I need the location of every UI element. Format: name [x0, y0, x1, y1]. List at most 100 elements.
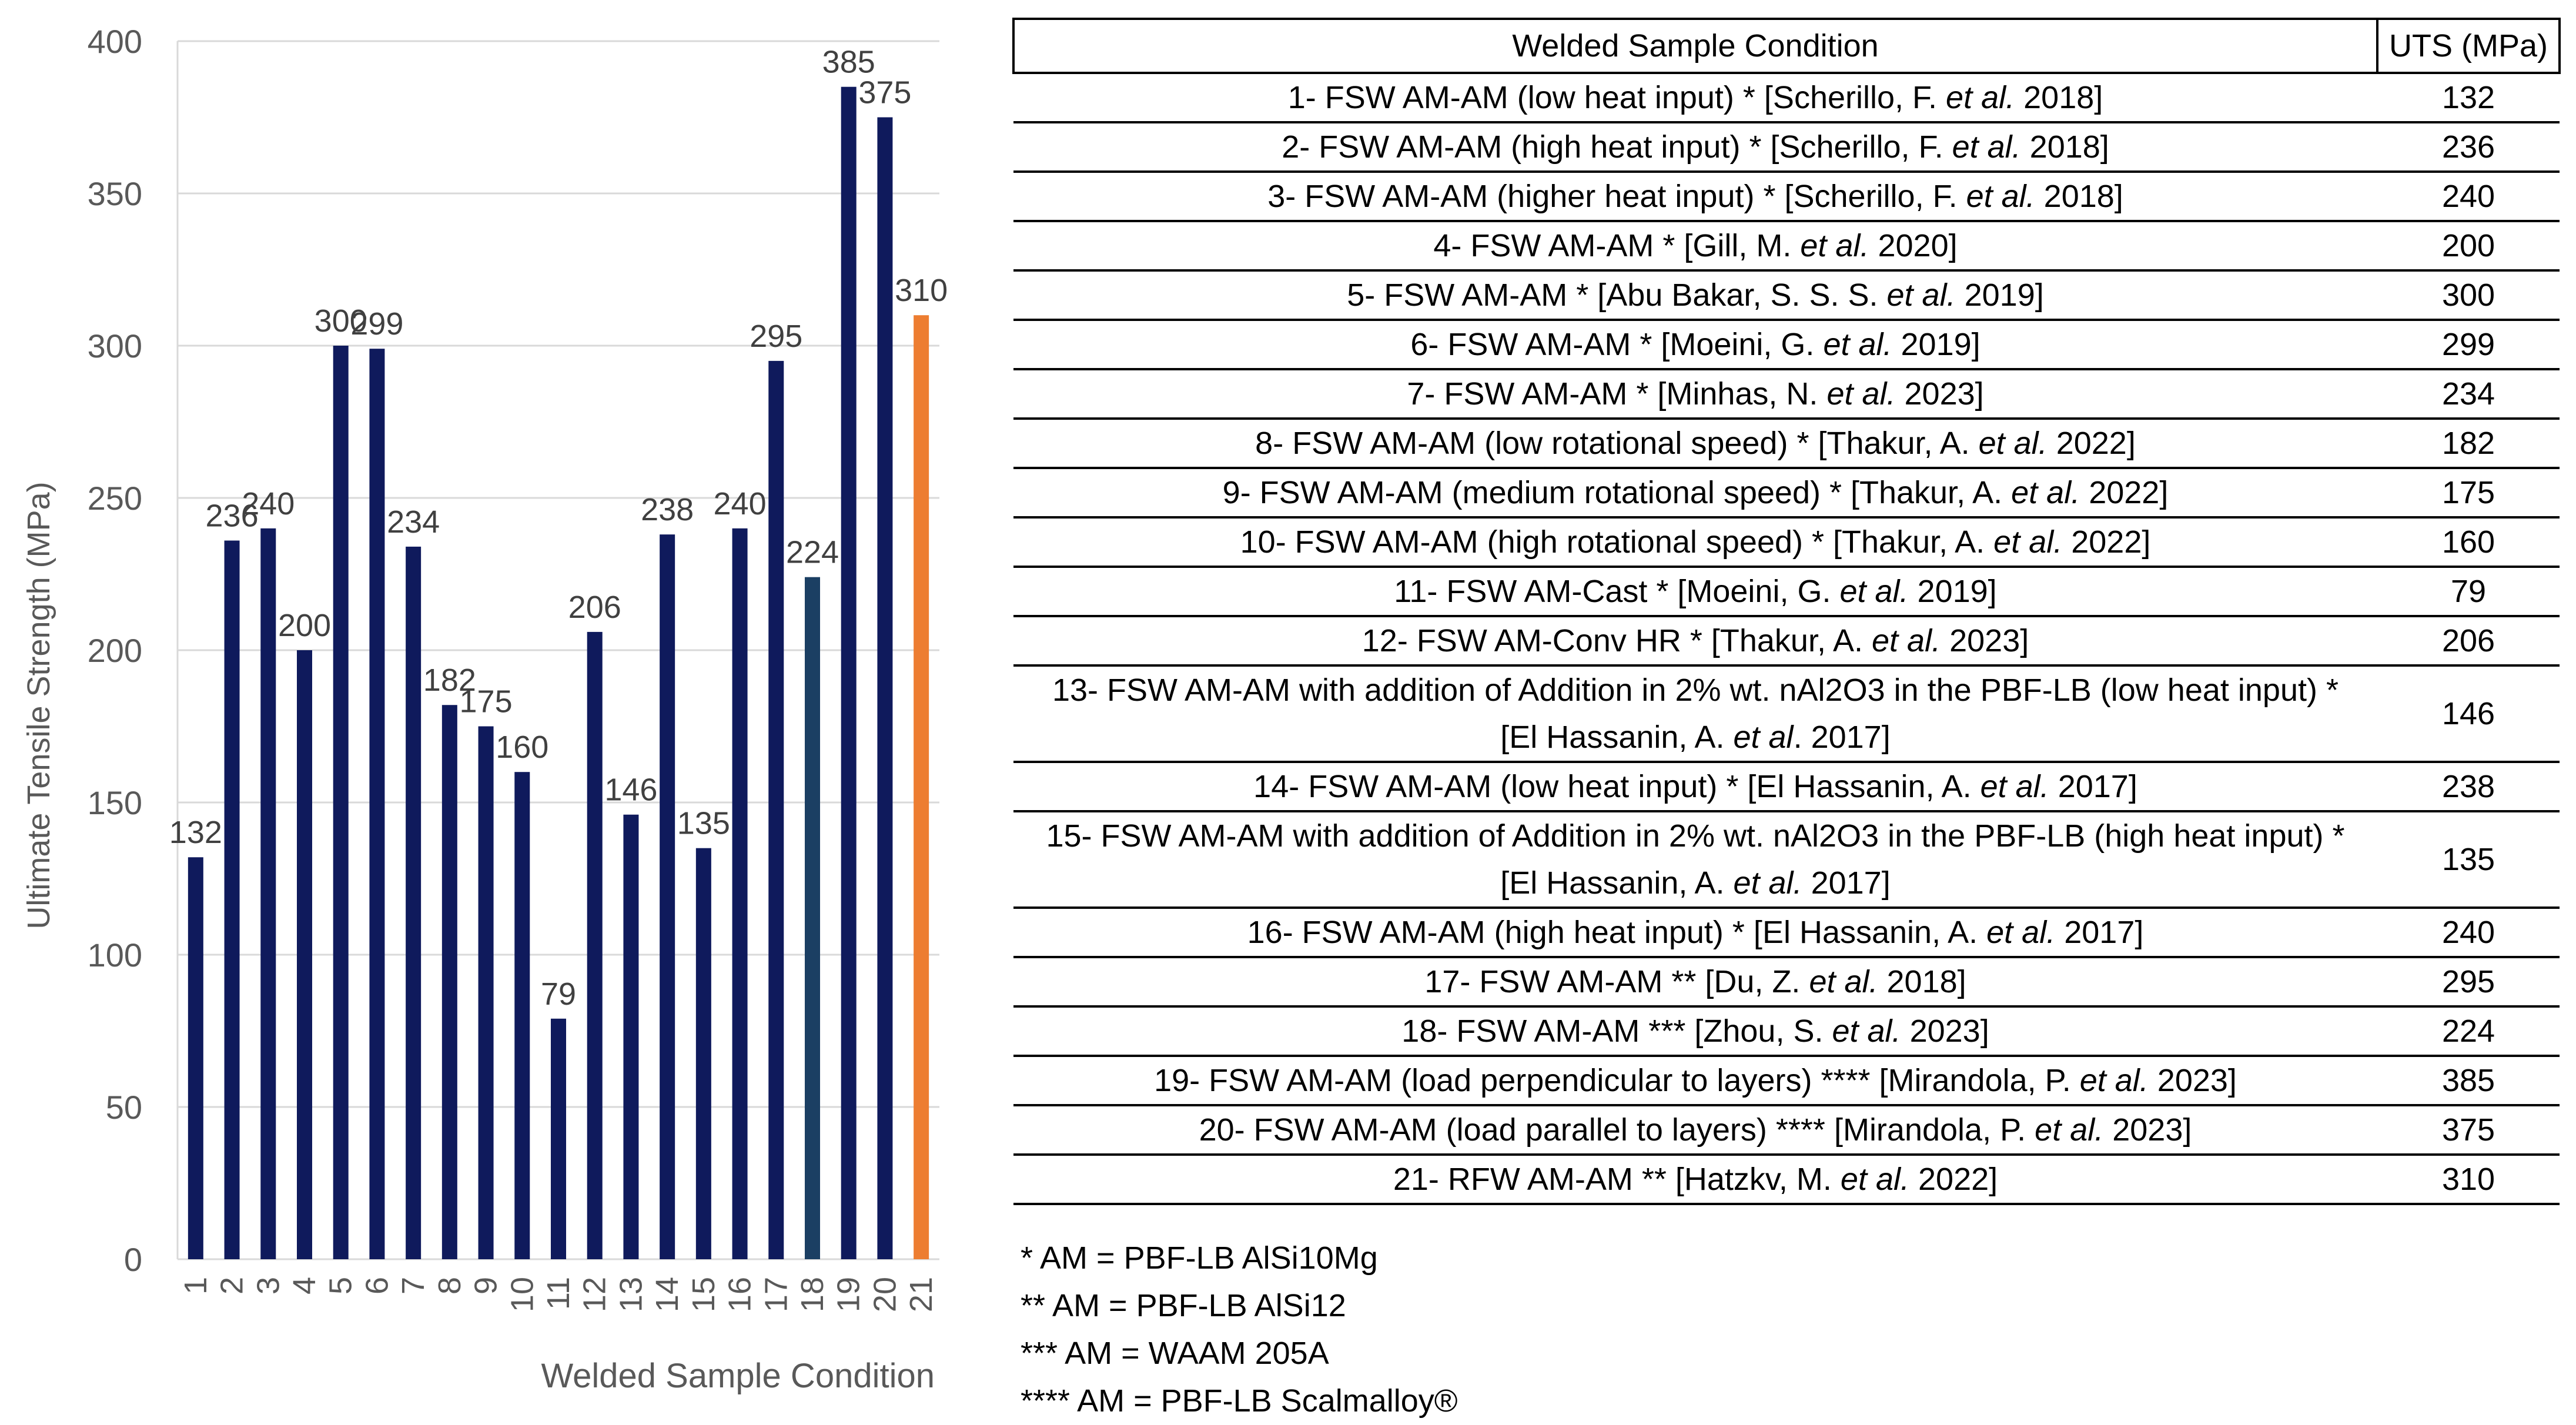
uts-cell: 236: [2377, 122, 2560, 173]
bar: [695, 848, 711, 1259]
table-row: 7- FSW AM-AM * [Minhas, N. et al. 2023] 2…: [1013, 369, 2560, 420]
condition-year: 2023]: [1901, 1013, 1989, 1049]
bar: [188, 857, 203, 1259]
condition-text: 7- FSW AM-AM * [Minhas, N.: [1407, 376, 1827, 412]
condition-text: 20- FSW AM-AM (load parallel to layers) …: [1199, 1112, 2035, 1148]
x-axis-title: Welded Sample Condition: [541, 1357, 935, 1395]
bar: [768, 360, 784, 1259]
x-tick-label: 1: [178, 1277, 213, 1294]
x-tick-label: 18: [795, 1277, 830, 1312]
table-row: 12- FSW AM-Conv HR * [Thakur, A. et al. …: [1013, 616, 2560, 667]
condition-cell: 6- FSW AM-AM * [Moeini, G. et al. 2019]: [1013, 320, 2377, 370]
x-tick-label: 12: [577, 1277, 613, 1312]
uts-cell: 385: [2377, 1056, 2560, 1106]
condition-text: 4- FSW AM-AM * [Gill, M.: [1433, 228, 1801, 263]
condition-text: 16- FSW AM-AM (high heat input) * [El Ha…: [1247, 915, 1987, 950]
et-al-text: et al.: [2035, 1112, 2104, 1148]
condition-text: 17- FSW AM-AM ** [Du, Z.: [1424, 964, 1809, 999]
et-al-text: et al.: [1946, 80, 2015, 115]
x-tick-label: 15: [686, 1277, 721, 1312]
table-row: 4- FSW AM-AM * [Gill, M. et al. 2020] 200: [1013, 221, 2560, 272]
condition-line: 14- FSW AM-AM (low heat input) * [El Has…: [1013, 763, 2377, 810]
condition-text: 1- FSW AM-AM (low heat input) * [Scheril…: [1287, 80, 1946, 115]
condition-year: 2023]: [1895, 376, 1984, 412]
et-al-text: et al.: [1952, 129, 2021, 165]
table-row: 10- FSW AM-AM (high rotational speed) * …: [1013, 517, 2560, 568]
condition-cell: 8- FSW AM-AM (low rotational speed) * [T…: [1013, 419, 2377, 469]
condition-line: 8- FSW AM-AM (low rotational speed) * [T…: [1013, 420, 2377, 467]
bar: [551, 1018, 566, 1259]
condition-line: 13- FSW AM-AM with addition of Addition …: [1052, 673, 2339, 708]
y-tick-label: 400: [88, 23, 142, 60]
condition-cell: 14- FSW AM-AM (low heat input) * [El Has…: [1013, 762, 2377, 812]
table-row: 15- FSW AM-AM with addition of Addition …: [1013, 811, 2560, 909]
y-axis-title: Ultimate Tensile Strength (MPa): [21, 481, 56, 929]
condition-year: 2017]: [2049, 769, 2137, 804]
condition-year: 2019]: [1908, 574, 1997, 609]
et-al-text: et al.: [1839, 574, 1909, 609]
uts-cell: 182: [2377, 419, 2560, 469]
uts-cell: 206: [2377, 616, 2560, 667]
table-row: 5- FSW AM-AM * [Abu Bakar, S. S. S. et a…: [1013, 270, 2560, 321]
y-axis-ticks: 0 50 100 150 200 250 300 350 400: [88, 23, 142, 1278]
condition-cell: 1- FSW AM-AM (low heat input) * [Scheril…: [1013, 73, 2377, 123]
condition-line: 12- FSW AM-Conv HR * [Thakur, A. et al. …: [1013, 617, 2377, 664]
et-al-text: et al.: [1840, 1162, 1909, 1197]
condition-text: 6- FSW AM-AM * [Moeini, G.: [1410, 327, 1824, 362]
data-label: 240: [714, 486, 767, 521]
data-label: 375: [858, 75, 911, 111]
uts-bar-chart: 1322362402003002992341821751607920614623…: [21, 23, 948, 1395]
data-label: 238: [641, 492, 694, 527]
condition-cell: 21- RFW AM-AM ** [Hatzkv, M. et al. 2022…: [1013, 1155, 2377, 1205]
condition-text: 18- FSW AM-AM *** [Zhou, S.: [1401, 1013, 1832, 1049]
condition-line: 2- FSW AM-AM (high heat input) * [Scheri…: [1013, 123, 2377, 170]
uts-table: Welded Sample Condition UTS (MPa) 1- FSW…: [1012, 18, 2561, 1205]
condition-text: 3- FSW AM-AM (higher heat input) * [Sche…: [1267, 179, 1966, 214]
table-row: 8- FSW AM-AM (low rotational speed) * [T…: [1013, 419, 2560, 469]
table-row: 13- FSW AM-AM with addition of Addition …: [1013, 665, 2560, 763]
x-tick-label: 4: [287, 1277, 322, 1294]
bar: [441, 705, 457, 1259]
condition-line: 18- FSW AM-AM *** [Zhou, S. et al. 2023]: [1013, 1008, 2377, 1055]
et-al-text: et al.: [1980, 769, 2049, 804]
condition-year: 2018]: [1878, 964, 1966, 999]
table-row: 9- FSW AM-AM (medium rotational speed) *…: [1013, 468, 2560, 519]
condition-cell: 18- FSW AM-AM *** [Zhou, S. et al. 2023]: [1013, 1006, 2377, 1057]
table-row: 18- FSW AM-AM *** [Zhou, S. et al. 2023]…: [1013, 1006, 2560, 1057]
bar: [406, 546, 421, 1259]
data-label: 79: [541, 976, 576, 1012]
condition-cell: 17- FSW AM-AM ** [Du, Z. et al. 2018]: [1013, 957, 2377, 1008]
uts-cell: 200: [2377, 221, 2560, 272]
data-label: 175: [460, 684, 513, 720]
uts-cell: 375: [2377, 1105, 2560, 1156]
data-label: 295: [750, 319, 802, 354]
condition-year: 2018]: [2015, 80, 2103, 115]
uts-cell: 240: [2377, 172, 2560, 222]
bar: [914, 315, 929, 1260]
uts-cell: 295: [2377, 957, 2560, 1008]
condition-text: 5- FSW AM-AM * [Abu Bakar, S. S. S.: [1347, 277, 1887, 313]
condition-cell: 13- FSW AM-AM with addition of Addition …: [1013, 665, 2377, 763]
bar: [805, 577, 820, 1260]
condition-line: 1- FSW AM-AM (low heat input) * [Scheril…: [1013, 74, 2377, 121]
y-tick-label: 350: [88, 175, 142, 212]
et-al-text: et al.: [2011, 475, 2080, 510]
condition-cell: 11- FSW AM-Cast * [Moeini, G. et al. 201…: [1013, 567, 2377, 617]
data-label: 160: [496, 730, 548, 765]
bar: [224, 540, 240, 1259]
condition-year: . 2017]: [1793, 720, 1891, 755]
condition-cell: 19- FSW AM-AM (load perpendicular to lay…: [1013, 1056, 2377, 1106]
y-tick-label: 100: [88, 936, 142, 974]
table-row: 2- FSW AM-AM (high heat input) * [Scheri…: [1013, 122, 2560, 173]
table-row: 16- FSW AM-AM (high heat input) * [El Ha…: [1013, 908, 2560, 958]
uts-cell: 300: [2377, 270, 2560, 321]
data-label: 300: [315, 303, 367, 339]
footnotes: * AM = PBF-LB AlSi10Mg ** AM = PBF-LB Al…: [1021, 1235, 1458, 1425]
condition-line: 5- FSW AM-AM * [Abu Bakar, S. S. S. et a…: [1013, 272, 2377, 319]
bar: [260, 528, 276, 1259]
condition-year: 2022]: [2047, 426, 2136, 461]
table-row: 11- FSW AM-Cast * [Moeini, G. et al. 201…: [1013, 567, 2560, 617]
condition-year: 2022]: [1909, 1162, 1998, 1197]
uts-cell: 299: [2377, 320, 2560, 370]
condition-cell: 2- FSW AM-AM (high heat input) * [Scheri…: [1013, 122, 2377, 173]
